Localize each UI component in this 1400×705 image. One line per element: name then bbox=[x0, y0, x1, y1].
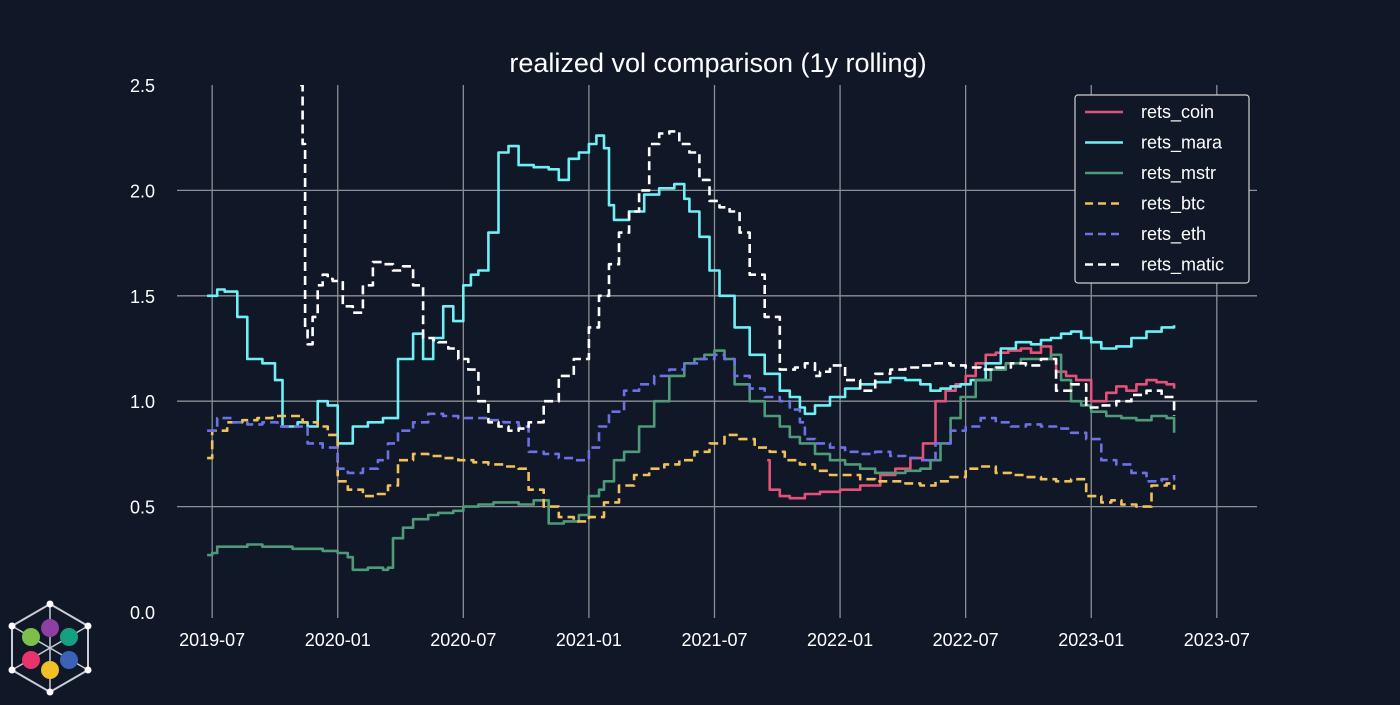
x-tick-label: 2019-07 bbox=[179, 630, 245, 650]
series-line-rets-mara bbox=[207, 134, 1176, 445]
x-tick-label: 2021-07 bbox=[681, 630, 747, 650]
legend-label: rets_eth bbox=[1141, 224, 1206, 245]
x-axis-tick-labels: 2019-07 2020-01 2020-07 2021-01 2021-07 2022-… bbox=[179, 630, 1250, 650]
x-tick-label: 2022-07 bbox=[933, 630, 999, 650]
legend-label: rets_coin bbox=[1141, 102, 1214, 123]
chart-title: realized vol comparison (1y rolling) bbox=[509, 48, 926, 78]
y-tick-label: 0.5 bbox=[130, 498, 155, 518]
x-tick-label: 2021-01 bbox=[556, 630, 622, 650]
legend-label: rets_mstr bbox=[1141, 163, 1216, 184]
x-tick-label: 2023-01 bbox=[1058, 630, 1124, 650]
y-tick-label: 1.0 bbox=[130, 392, 155, 412]
series-line-rets-eth bbox=[207, 353, 1176, 483]
series-lines bbox=[207, 85, 1176, 572]
x-tick-label: 2023-07 bbox=[1184, 630, 1250, 650]
y-tick-label: 0.0 bbox=[130, 603, 155, 623]
legend-label: rets_matic bbox=[1141, 255, 1224, 276]
legend-label: rets_btc bbox=[1141, 194, 1205, 215]
legend: rets_coin rets_mara rets_mstr rets_btc rets_… bbox=[1074, 94, 1250, 284]
x-tick-label: 2020-07 bbox=[430, 630, 496, 650]
y-tick-label: 2.5 bbox=[130, 76, 155, 96]
y-tick-label: 1.5 bbox=[130, 287, 155, 307]
y-axis-tick-labels: 0.0 0.5 1.0 1.5 2.0 2.5 bbox=[130, 76, 155, 623]
grid-lines bbox=[177, 85, 1257, 618]
legend-label: rets_mara bbox=[1141, 133, 1223, 154]
series-line-rets-coin bbox=[767, 345, 1176, 500]
series-line-rets-matic bbox=[300, 85, 1176, 432]
logo-icon bbox=[8, 600, 92, 696]
x-tick-label: 2020-01 bbox=[305, 630, 371, 650]
series-line-rets-btc bbox=[207, 414, 1176, 523]
x-tick-label: 2022-01 bbox=[807, 630, 873, 650]
y-tick-label: 2.0 bbox=[130, 181, 155, 201]
